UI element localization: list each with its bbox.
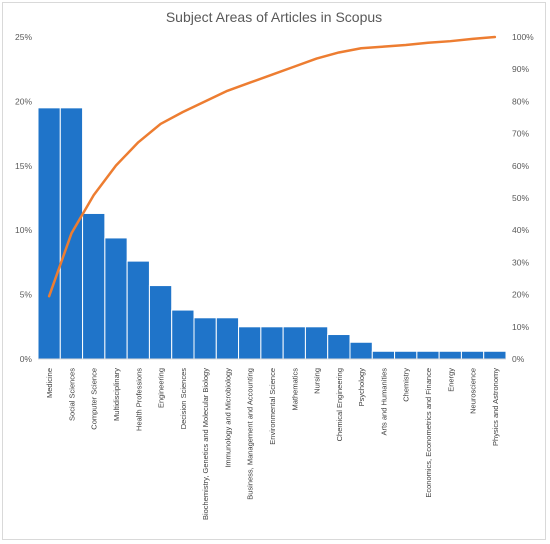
category-label: Health Professions xyxy=(134,368,143,431)
bar-15 xyxy=(371,350,396,360)
category-label: Medicine xyxy=(45,368,54,398)
bar-20 xyxy=(483,350,507,360)
right-tick-label: 50% xyxy=(512,193,529,203)
bar-13 xyxy=(327,334,351,360)
category-label: Arts and Humanities xyxy=(379,368,388,436)
category-label: Engineering xyxy=(157,368,166,408)
bar-12 xyxy=(304,326,329,360)
bar-17 xyxy=(416,350,440,360)
bar-4 xyxy=(126,260,150,360)
left-tick-label: 15% xyxy=(15,161,32,171)
bar-19 xyxy=(460,350,485,360)
labels-layer: 0% 5% 10% 15% 20% 25% 0% 10% 20% 30% 40% 50% 60% 70% 8… xyxy=(15,32,534,520)
left-tick-label: 20% xyxy=(15,96,32,106)
bar-0 xyxy=(37,107,61,360)
right-tick-label: 20% xyxy=(512,290,529,300)
bars-layer xyxy=(37,107,507,360)
category-label: Biochemistry, Genetics and Molecular Bio… xyxy=(201,368,210,520)
category-label: Immunology and Microbiology xyxy=(223,368,232,468)
right-tick-label: 90% xyxy=(512,64,529,74)
category-label: Multidisciplinary xyxy=(112,368,121,421)
category-label: Mathematics xyxy=(290,368,299,411)
left-tick-label: 5% xyxy=(20,290,33,300)
category-label: Nursing xyxy=(313,368,322,394)
right-tick-label: 40% xyxy=(512,225,529,235)
right-tick-label: 70% xyxy=(512,129,529,139)
category-label: Chemical Engineering xyxy=(335,368,344,441)
category-label: Environmental Science xyxy=(268,368,277,445)
cumulative-line xyxy=(47,35,497,298)
bar-11 xyxy=(282,326,306,360)
right-tick-label: 30% xyxy=(512,257,529,267)
bar-8 xyxy=(215,317,240,360)
right-tick-label: 10% xyxy=(512,322,529,332)
bar-3 xyxy=(104,237,128,360)
category-label: Psychology xyxy=(357,368,366,407)
right-tick-label: 60% xyxy=(512,161,529,171)
category-label: Computer Science xyxy=(90,368,99,430)
left-tick-label: 0% xyxy=(20,354,33,364)
right-tick-label: 80% xyxy=(512,96,529,106)
category-label: Social Sciences xyxy=(67,368,76,421)
bar-14 xyxy=(349,341,373,360)
category-label: Neuroscience xyxy=(469,368,478,414)
category-label: Energy xyxy=(446,368,455,392)
bar-9 xyxy=(238,326,262,360)
bar-7 xyxy=(193,317,217,360)
category-label: Business, Management and Accounting xyxy=(246,368,255,500)
line-layer xyxy=(47,35,497,298)
category-label: Economics, Econometrics and Finance xyxy=(424,368,433,498)
bar-5 xyxy=(148,285,173,360)
bar-2 xyxy=(82,212,106,360)
bar-16 xyxy=(394,350,418,360)
category-label: Decision Sciences xyxy=(179,368,188,430)
bar-10 xyxy=(260,326,284,360)
right-tick-label: 0% xyxy=(512,354,525,364)
bar-18 xyxy=(438,350,462,360)
chart-title: Subject Areas of Articles in Scopus xyxy=(166,9,382,25)
right-tick-label: 100% xyxy=(512,32,534,42)
left-tick-label: 25% xyxy=(15,32,32,42)
category-label: Physics and Astronomy xyxy=(491,368,500,446)
category-label: Chemistry xyxy=(402,368,411,402)
bar-6 xyxy=(171,309,195,360)
left-tick-label: 10% xyxy=(15,225,32,235)
